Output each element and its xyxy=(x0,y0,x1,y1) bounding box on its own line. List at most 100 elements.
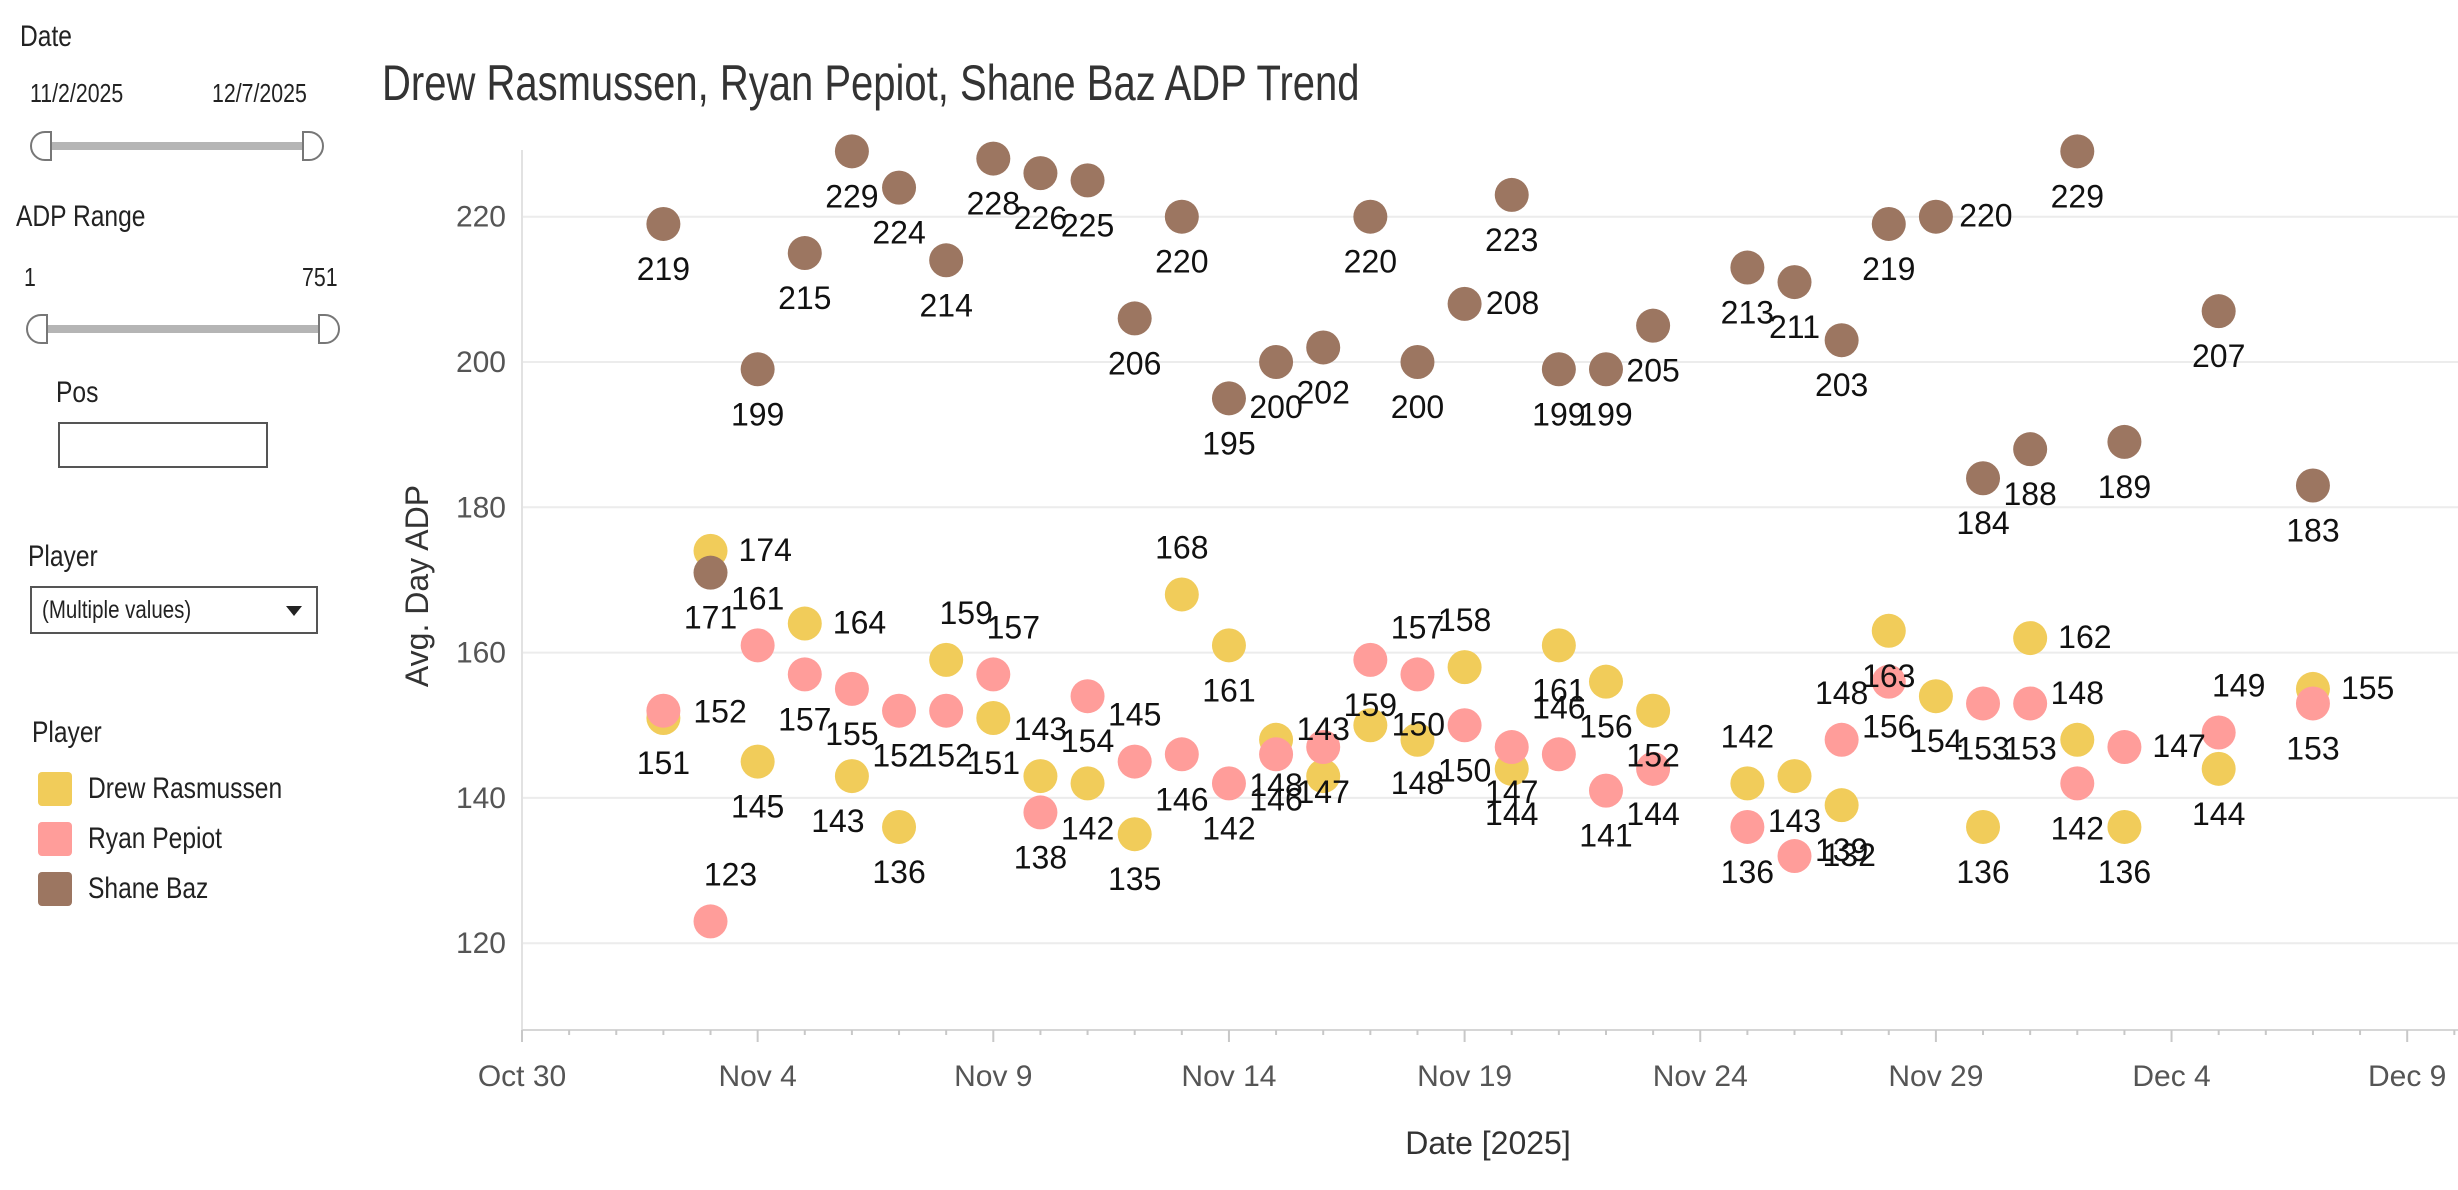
point-drew-rasmussen[interactable] xyxy=(1306,759,1341,794)
point-shane-baz[interactable] xyxy=(1164,199,1199,234)
point-ryan-pepiot[interactable] xyxy=(1259,737,1294,772)
point-shane-baz[interactable] xyxy=(1730,250,1765,285)
point-ryan-pepiot[interactable] xyxy=(1211,766,1246,801)
point-drew-rasmussen[interactable] xyxy=(787,606,822,641)
point-drew-rasmussen[interactable] xyxy=(882,809,917,844)
point-ryan-pepiot[interactable] xyxy=(1447,708,1482,743)
date-slider-end-handle[interactable] xyxy=(302,131,324,161)
point-drew-rasmussen[interactable] xyxy=(1447,650,1482,685)
point-ryan-pepiot[interactable] xyxy=(1494,730,1529,765)
point-drew-rasmussen[interactable] xyxy=(1211,628,1246,663)
point-ryan-pepiot[interactable] xyxy=(976,657,1011,692)
point-shane-baz[interactable] xyxy=(929,243,964,278)
point-shane-baz[interactable] xyxy=(1211,381,1246,416)
adp-slider-min-handle[interactable] xyxy=(26,314,48,344)
point-shane-baz[interactable] xyxy=(1259,345,1294,379)
point-drew-rasmussen[interactable] xyxy=(1070,766,1105,801)
point-drew-rasmussen[interactable] xyxy=(1588,664,1623,699)
point-drew-rasmussen[interactable] xyxy=(834,759,869,794)
point-ryan-pepiot[interactable] xyxy=(1588,773,1623,808)
date-slider-track[interactable] xyxy=(40,142,320,150)
point-drew-rasmussen[interactable] xyxy=(2107,809,2142,844)
point-ryan-pepiot[interactable] xyxy=(1636,751,1671,786)
date-slider-start-handle[interactable] xyxy=(30,131,52,161)
point-shane-baz[interactable] xyxy=(1117,301,1152,336)
point-shane-baz[interactable] xyxy=(2013,432,2048,467)
point-shane-baz[interactable] xyxy=(1070,163,1105,198)
point-ryan-pepiot[interactable] xyxy=(1353,642,1388,677)
point-shane-baz[interactable] xyxy=(740,352,775,387)
point-ryan-pepiot[interactable] xyxy=(1541,737,1576,772)
point-ryan-pepiot[interactable] xyxy=(646,693,681,728)
point-ryan-pepiot[interactable] xyxy=(2201,715,2236,750)
point-drew-rasmussen[interactable] xyxy=(1636,693,1671,728)
point-ryan-pepiot[interactable] xyxy=(1070,679,1105,714)
point-ryan-pepiot[interactable] xyxy=(1777,839,1812,874)
point-ryan-pepiot[interactable] xyxy=(693,904,728,939)
point-shane-baz[interactable] xyxy=(834,134,869,169)
point-ryan-pepiot[interactable] xyxy=(1117,744,1152,779)
point-ryan-pepiot[interactable] xyxy=(1400,657,1435,692)
point-shane-baz[interactable] xyxy=(2295,468,2330,503)
point-ryan-pepiot[interactable] xyxy=(834,671,869,706)
point-shane-baz[interactable] xyxy=(1966,461,2001,496)
pos-input[interactable] xyxy=(58,422,268,468)
player-select[interactable]: (Multiple values) xyxy=(30,586,318,634)
point-drew-rasmussen[interactable] xyxy=(1918,679,1953,714)
point-ryan-pepiot[interactable] xyxy=(1164,737,1199,772)
point-drew-rasmussen[interactable] xyxy=(2013,621,2048,656)
point-drew-rasmussen[interactable] xyxy=(1023,759,1058,794)
point-shane-baz[interactable] xyxy=(2201,294,2236,329)
adp-slider-track[interactable] xyxy=(36,325,328,333)
point-ryan-pepiot[interactable] xyxy=(2295,686,2330,721)
point-drew-rasmussen[interactable] xyxy=(1541,628,1576,663)
point-drew-rasmussen[interactable] xyxy=(2060,722,2095,757)
point-ryan-pepiot[interactable] xyxy=(740,628,775,663)
point-shane-baz[interactable] xyxy=(976,141,1011,176)
point-shane-baz[interactable] xyxy=(1871,206,1906,241)
point-ryan-pepiot[interactable] xyxy=(2060,766,2095,801)
point-ryan-pepiot[interactable] xyxy=(882,693,917,728)
point-drew-rasmussen[interactable] xyxy=(1730,766,1765,801)
point-drew-rasmussen[interactable] xyxy=(1966,809,2001,844)
point-ryan-pepiot[interactable] xyxy=(1966,686,2001,721)
point-shane-baz[interactable] xyxy=(1541,352,1576,387)
point-drew-rasmussen[interactable] xyxy=(1117,817,1152,852)
point-shane-baz[interactable] xyxy=(1824,323,1859,358)
adp-slider-max-handle[interactable] xyxy=(318,314,340,344)
point-drew-rasmussen[interactable] xyxy=(1777,759,1812,794)
point-shane-baz[interactable] xyxy=(1023,156,1058,191)
point-drew-rasmussen[interactable] xyxy=(1353,708,1388,743)
point-ryan-pepiot[interactable] xyxy=(1824,722,1859,757)
point-drew-rasmussen[interactable] xyxy=(929,642,964,677)
point-drew-rasmussen[interactable] xyxy=(1400,722,1435,757)
point-ryan-pepiot[interactable] xyxy=(2107,730,2142,765)
point-shane-baz[interactable] xyxy=(2060,134,2095,169)
point-ryan-pepiot[interactable] xyxy=(1871,664,1906,699)
point-shane-baz[interactable] xyxy=(693,555,728,590)
point-ryan-pepiot[interactable] xyxy=(1306,730,1341,765)
point-ryan-pepiot[interactable] xyxy=(2013,686,2048,721)
point-ryan-pepiot[interactable] xyxy=(787,657,822,692)
point-shane-baz[interactable] xyxy=(882,170,917,205)
point-drew-rasmussen[interactable] xyxy=(1164,577,1199,612)
point-drew-rasmussen[interactable] xyxy=(976,700,1011,735)
point-shane-baz[interactable] xyxy=(1588,352,1623,387)
point-shane-baz[interactable] xyxy=(2107,424,2142,459)
point-ryan-pepiot[interactable] xyxy=(929,693,964,728)
point-shane-baz[interactable] xyxy=(1918,199,1953,234)
point-drew-rasmussen[interactable] xyxy=(1871,613,1906,648)
point-shane-baz[interactable] xyxy=(1306,330,1341,365)
point-shane-baz[interactable] xyxy=(1447,286,1482,321)
point-shane-baz[interactable] xyxy=(646,206,681,241)
point-drew-rasmussen[interactable] xyxy=(2201,751,2236,786)
point-shane-baz[interactable] xyxy=(1777,265,1812,300)
point-shane-baz[interactable] xyxy=(787,236,822,271)
point-shane-baz[interactable] xyxy=(1400,345,1435,379)
point-shane-baz[interactable] xyxy=(1353,199,1388,234)
point-ryan-pepiot[interactable] xyxy=(1023,795,1058,830)
point-drew-rasmussen[interactable] xyxy=(740,744,775,779)
point-shane-baz[interactable] xyxy=(1636,308,1671,343)
point-ryan-pepiot[interactable] xyxy=(1730,809,1765,844)
point-shane-baz[interactable] xyxy=(1494,177,1529,212)
